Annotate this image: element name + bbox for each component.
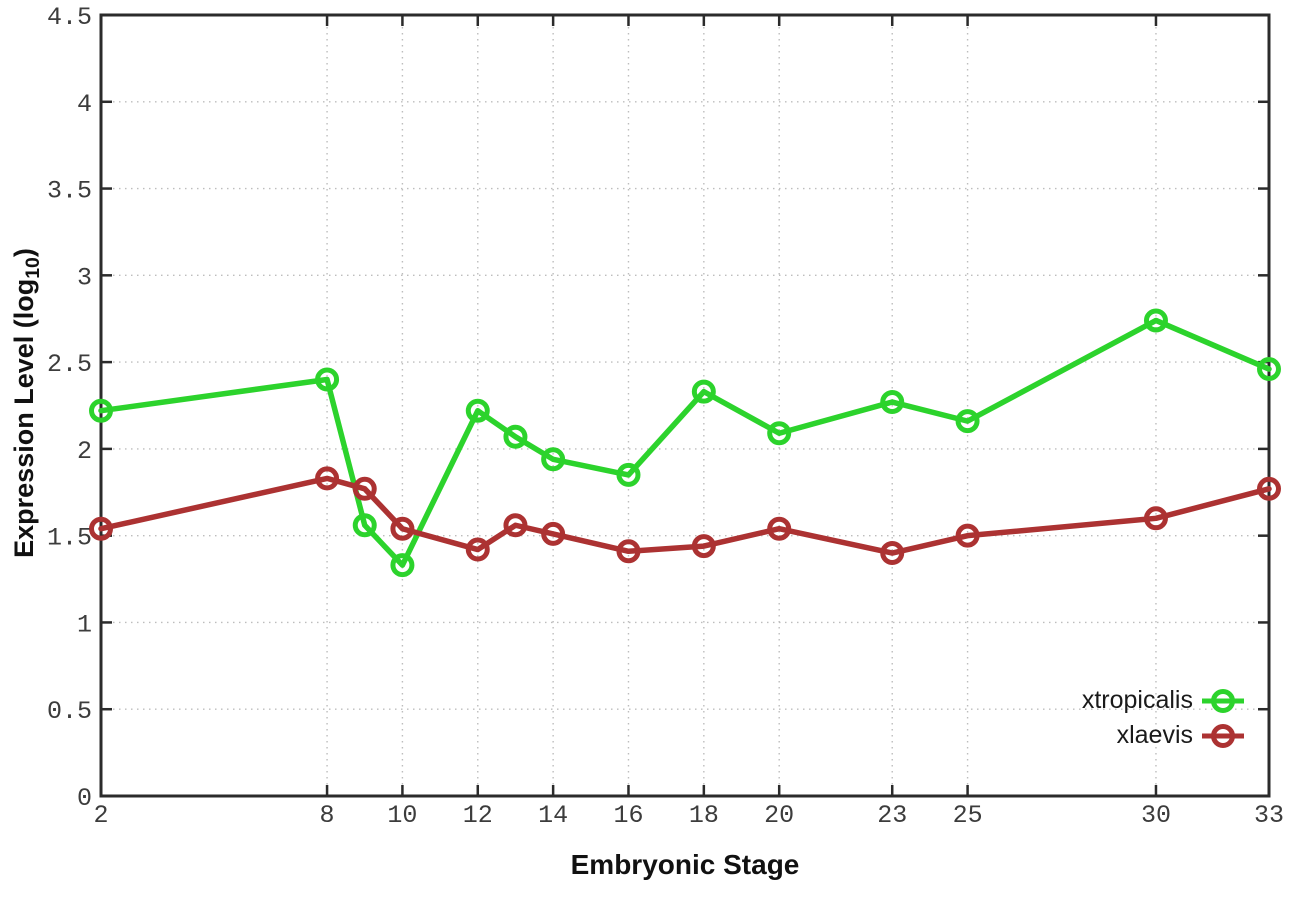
data-point-xlaevis [880, 541, 905, 566]
x-tick-label: 2 [93, 801, 108, 830]
data-point-xlaevis [955, 523, 980, 548]
x-tick-label: 12 [463, 801, 493, 830]
data-point-xlaevis [691, 534, 716, 559]
data-point-xlaevis [616, 539, 641, 564]
y-tick-label: 3 [77, 263, 92, 292]
legend: xtropicalis xlaevis [1082, 684, 1246, 752]
data-point-xlaevis [1257, 476, 1281, 501]
y-tick-label: 3.5 [47, 177, 92, 206]
data-point-xlaevis [465, 537, 490, 562]
data-point-xtropicalis [315, 367, 340, 392]
data-point-xtropicalis [767, 421, 792, 446]
y-axis-title: Expression Level (log10) [9, 248, 45, 558]
data-point-xtropicalis [1257, 357, 1281, 382]
y-tick-label: 1 [77, 610, 92, 639]
data-point-xlaevis [352, 476, 377, 501]
legend-label-xlaevis: xlaevis [1116, 721, 1193, 749]
x-tick-label: 23 [877, 801, 907, 830]
series-line-xlaevis [98, 475, 1272, 556]
data-point-xtropicalis [541, 447, 566, 472]
x-tick-label: 10 [387, 801, 417, 830]
data-point-xtropicalis [503, 424, 528, 449]
x-tick-label: 20 [764, 801, 794, 830]
data-point-xtropicalis [955, 409, 980, 434]
y-axis-title-suffix: ) [8, 248, 39, 258]
data-point-xlaevis [390, 516, 415, 541]
legend-label-xtropicalis: xtropicalis [1081, 686, 1193, 714]
legend-item-xtropicalis: xtropicalis [1082, 684, 1246, 717]
y-tick-label: 0.5 [47, 697, 92, 726]
data-point-xlaevis [767, 516, 792, 541]
x-axis-title: Embryonic Stage [570, 849, 800, 880]
y-tick-label: 0 [77, 784, 92, 813]
data-point-xtropicalis [390, 553, 415, 578]
data-point-xtropicalis [352, 513, 377, 538]
x-tick-label: 8 [320, 801, 335, 830]
y-tick-label: 2.5 [47, 350, 92, 379]
data-point-xlaevis [1143, 506, 1168, 531]
y-axis-title-subscript: 10 [22, 257, 45, 279]
data-point-xlaevis [315, 466, 340, 491]
x-tick-label: 18 [689, 801, 719, 830]
x-tick-label: 33 [1254, 801, 1284, 830]
data-point-xlaevis [89, 516, 113, 541]
y-tick-label: 1.5 [47, 524, 92, 553]
series-line-xtropicalis [98, 317, 1272, 568]
y-tick-label: 4 [77, 90, 92, 119]
x-tick-label: 25 [953, 801, 983, 830]
data-point-xlaevis [541, 521, 566, 546]
plot-border [99, 13, 1271, 798]
data-point-xlaevis [503, 513, 528, 538]
legend-item-xlaevis: xlaevis [1082, 719, 1246, 752]
y-tick-label: 2 [77, 437, 92, 466]
y-tick-label: 4.5 [47, 3, 92, 32]
x-tick-label: 30 [1141, 801, 1171, 830]
data-point-xtropicalis [691, 379, 716, 404]
x-tick-label: 16 [613, 801, 643, 830]
x-tick-label: 14 [538, 801, 568, 830]
data-point-xtropicalis [880, 390, 905, 415]
data-point-xtropicalis [465, 398, 490, 423]
data-point-xtropicalis [616, 462, 641, 487]
data-point-xtropicalis [89, 398, 113, 423]
legend-marker-xtropicalis [1202, 688, 1244, 713]
legend-marker-xlaevis [1202, 723, 1244, 748]
y-axis-title-text: Expression Level (log [8, 278, 39, 558]
data-point-xtropicalis [1143, 308, 1168, 333]
